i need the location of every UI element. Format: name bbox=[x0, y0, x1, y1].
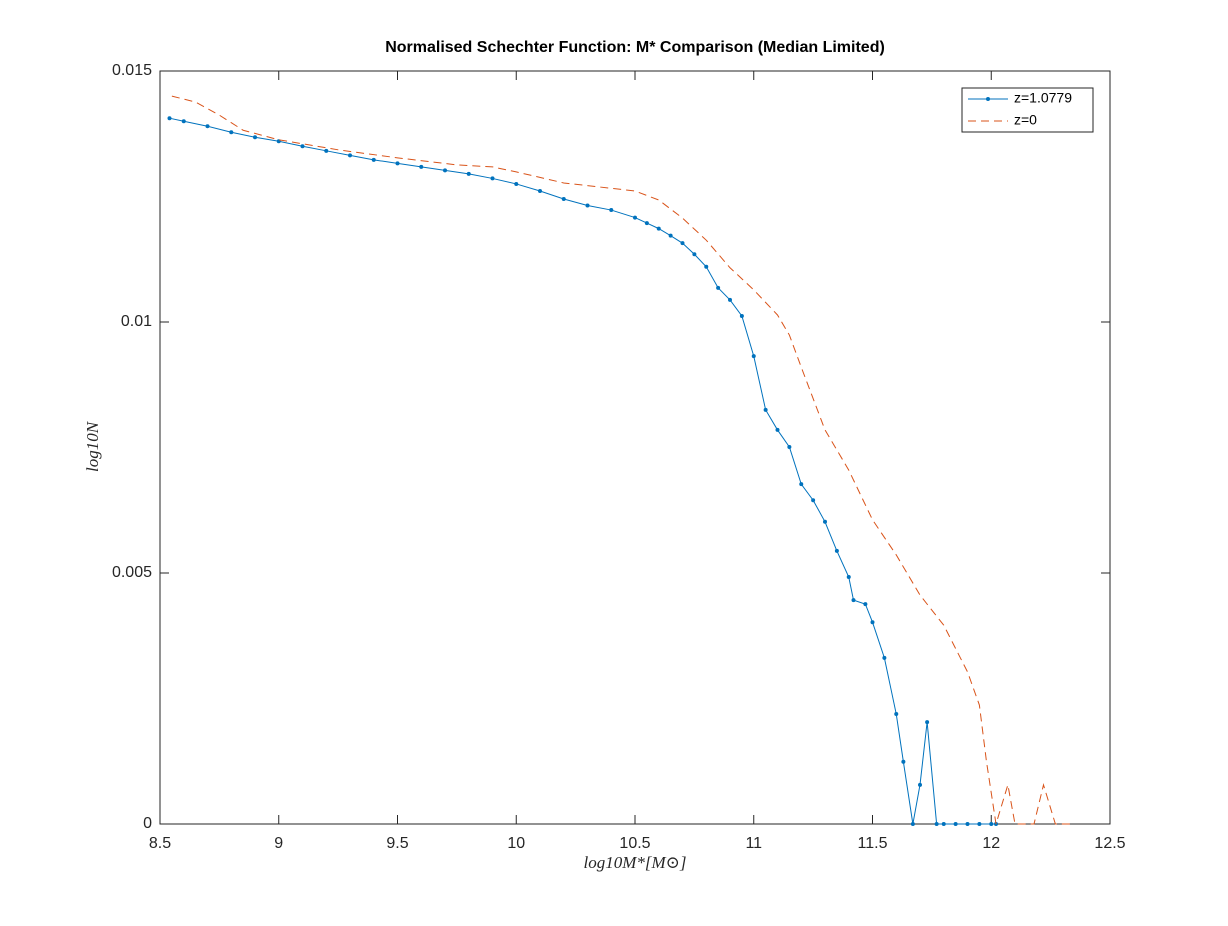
point bbox=[167, 116, 172, 121]
legend-marker bbox=[986, 97, 990, 101]
point bbox=[918, 782, 922, 787]
point bbox=[633, 215, 637, 220]
point bbox=[965, 822, 970, 826]
point bbox=[348, 153, 352, 158]
point bbox=[466, 171, 471, 176]
point bbox=[644, 221, 649, 226]
point bbox=[609, 208, 614, 213]
legend-label: z=1.0779 bbox=[1014, 90, 1072, 106]
point bbox=[585, 203, 590, 208]
point bbox=[656, 226, 661, 231]
point bbox=[371, 157, 376, 162]
point bbox=[934, 822, 939, 826]
point bbox=[181, 119, 186, 124]
point bbox=[763, 407, 768, 412]
point bbox=[823, 519, 827, 524]
point bbox=[910, 822, 915, 826]
x-tick-label: 9 bbox=[274, 835, 283, 852]
point bbox=[863, 602, 868, 607]
point bbox=[941, 822, 946, 826]
x-tick-label: 10 bbox=[507, 835, 525, 852]
point bbox=[728, 297, 732, 302]
point bbox=[668, 233, 673, 238]
y-tick-label: 0 bbox=[143, 815, 152, 832]
point bbox=[882, 655, 887, 660]
point bbox=[443, 168, 447, 173]
point bbox=[775, 427, 780, 432]
point bbox=[229, 130, 234, 135]
point bbox=[901, 759, 906, 764]
point bbox=[851, 598, 856, 603]
point bbox=[953, 822, 958, 826]
point bbox=[680, 241, 685, 246]
y-axis-label: log10N bbox=[83, 420, 102, 472]
point bbox=[989, 822, 994, 826]
point bbox=[692, 252, 697, 257]
point bbox=[538, 188, 542, 193]
point bbox=[787, 444, 792, 449]
point bbox=[205, 124, 210, 129]
point bbox=[324, 148, 329, 153]
point bbox=[739, 313, 744, 318]
legend-label: z=0 bbox=[1014, 112, 1037, 128]
x-tick-label: 8.5 bbox=[149, 835, 171, 852]
point bbox=[514, 181, 519, 186]
y-tick-label: 0.015 bbox=[112, 62, 152, 79]
point bbox=[894, 712, 899, 717]
x-tick-label: 9.5 bbox=[386, 835, 408, 852]
x-axis-label: log10M*[M⊙] bbox=[583, 853, 686, 872]
y-tick-label: 0.005 bbox=[112, 564, 152, 581]
x-tick-label: 12 bbox=[982, 835, 1000, 852]
point bbox=[704, 264, 709, 269]
y-tick-label: 0.01 bbox=[121, 313, 152, 330]
point bbox=[253, 135, 257, 140]
chart-title: Normalised Schechter Function: M* Compar… bbox=[385, 39, 885, 56]
plot-area bbox=[159, 70, 1111, 825]
legend-box bbox=[961, 87, 1094, 133]
x-tick-label: 11.5 bbox=[858, 835, 888, 852]
point bbox=[490, 176, 495, 181]
x-tick-label: 12.5 bbox=[1094, 835, 1125, 852]
x-tick-label: 10.5 bbox=[619, 835, 650, 852]
series-line bbox=[171, 95, 1072, 825]
point bbox=[977, 822, 982, 826]
point bbox=[716, 285, 721, 290]
point bbox=[419, 164, 424, 169]
point bbox=[834, 548, 839, 553]
x-tick-label: 11 bbox=[745, 835, 762, 852]
point bbox=[751, 354, 756, 359]
point bbox=[799, 482, 804, 487]
point bbox=[870, 620, 875, 625]
point bbox=[925, 720, 930, 725]
point bbox=[811, 498, 816, 503]
point bbox=[395, 161, 400, 166]
point bbox=[300, 144, 305, 149]
point bbox=[846, 575, 851, 580]
point bbox=[561, 197, 566, 202]
